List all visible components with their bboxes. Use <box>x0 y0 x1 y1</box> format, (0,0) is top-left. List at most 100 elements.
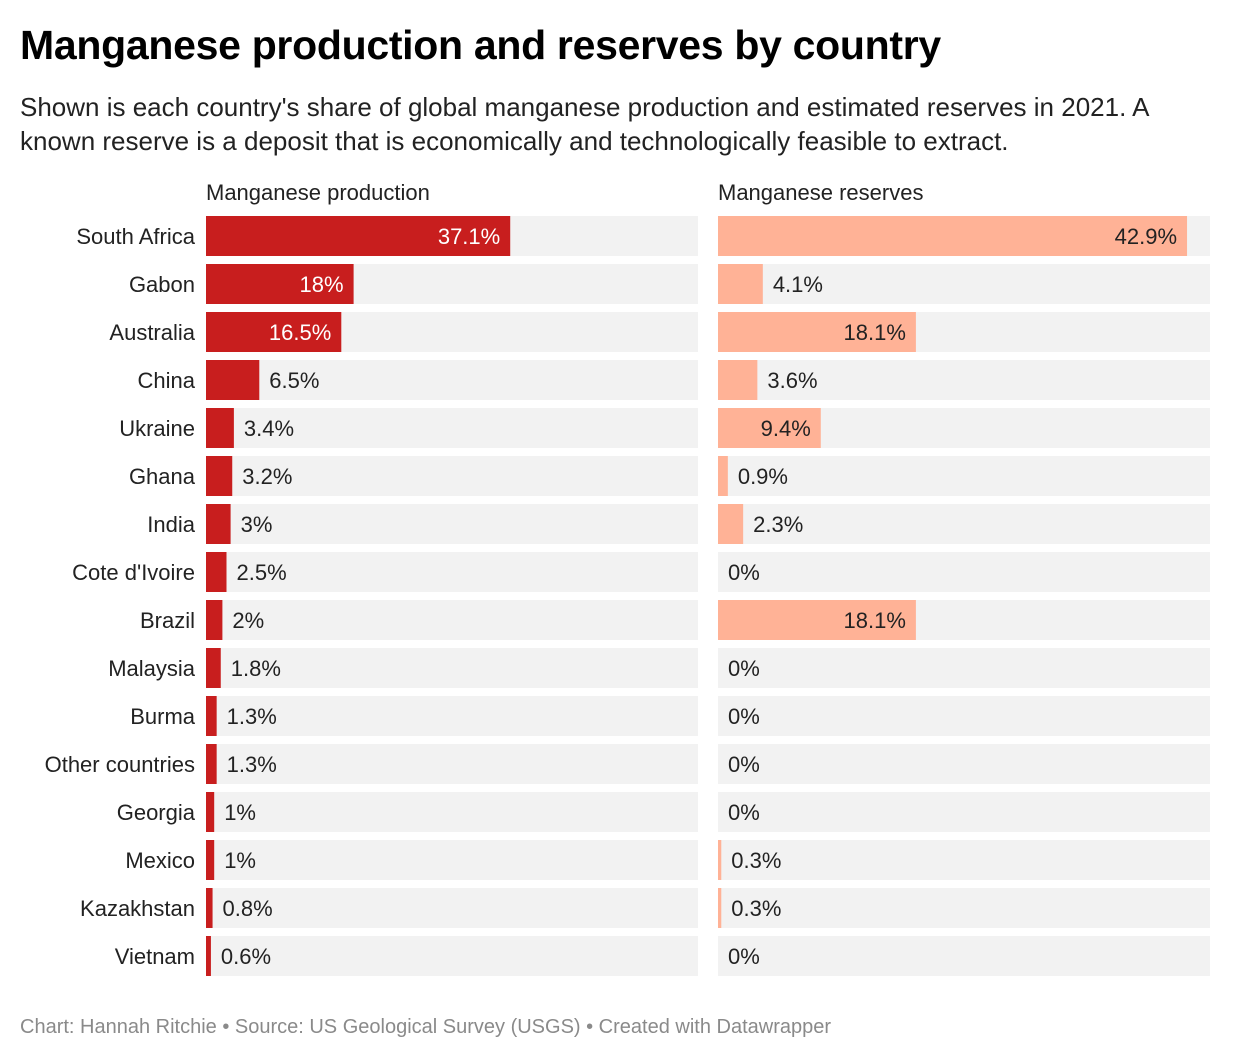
bar-track <box>718 552 1210 592</box>
bar <box>206 936 211 976</box>
data-label: 1% <box>224 848 256 873</box>
bar-track <box>718 456 1210 496</box>
category-label: Malaysia <box>108 656 196 681</box>
bar-track <box>206 792 698 832</box>
bar <box>206 360 260 400</box>
data-label: 1.8% <box>231 656 281 681</box>
category-label: Australia <box>109 320 195 345</box>
data-label: 0.8% <box>223 896 273 921</box>
data-label: 3.4% <box>244 416 294 441</box>
category-label: Burma <box>130 704 196 729</box>
category-label: Ghana <box>129 464 196 489</box>
panel-title: Manganese reserves <box>718 180 923 205</box>
category-label: Gabon <box>129 272 195 297</box>
data-label: 16.5% <box>269 320 331 345</box>
data-label: 9.4% <box>761 416 811 441</box>
data-label: 1.3% <box>227 704 277 729</box>
bar <box>206 696 217 736</box>
chart-subtitle: Shown is each country's share of global … <box>20 92 1148 156</box>
data-label: 3.6% <box>767 368 817 393</box>
category-label: China <box>138 368 196 393</box>
bar <box>718 312 916 352</box>
data-label: 0.9% <box>738 464 788 489</box>
data-label: 0.3% <box>731 848 781 873</box>
bar <box>206 744 217 784</box>
data-label: 0% <box>728 752 760 777</box>
bar-track <box>206 696 698 736</box>
category-label: Other countries <box>45 752 195 777</box>
data-label: 0.6% <box>221 944 271 969</box>
bar-chart: South Africa Gabon Australia China Ukraine Gh… <box>45 180 1210 976</box>
bar-track <box>718 264 1210 304</box>
bar-track <box>206 888 698 928</box>
bar <box>206 504 231 544</box>
bar <box>718 216 1188 256</box>
bar-track <box>206 936 698 976</box>
bar-track <box>206 840 698 880</box>
category-label: Ukraine <box>119 416 195 441</box>
bar-track <box>718 504 1210 544</box>
bar-track <box>718 936 1210 976</box>
bar <box>718 504 744 544</box>
data-label: 3% <box>241 512 273 537</box>
bar-track <box>206 552 698 592</box>
data-label: 37.1% <box>438 224 500 249</box>
bar <box>718 408 821 448</box>
data-label: 6.5% <box>269 368 319 393</box>
bar <box>206 792 215 832</box>
bar-track <box>206 744 698 784</box>
chart-title: Manganese production and reserves by cou… <box>20 22 941 68</box>
category-label: South Africa <box>76 224 195 249</box>
category-label: Vietnam <box>115 944 195 969</box>
bar <box>206 600 223 640</box>
panel-title: Manganese production <box>206 180 430 205</box>
data-label: 18% <box>300 272 344 297</box>
data-label: 4.1% <box>773 272 823 297</box>
bar-track <box>206 408 698 448</box>
category-label: Georgia <box>117 800 196 825</box>
data-label: 2.3% <box>753 512 803 537</box>
chart-footer: Chart: Hannah Ritchie • Source: US Geolo… <box>20 1016 832 1038</box>
data-label: 42.9% <box>1115 224 1177 249</box>
bar-track <box>718 744 1210 784</box>
bar <box>206 648 221 688</box>
bar-track <box>718 792 1210 832</box>
bar-track <box>718 888 1210 928</box>
bar-track <box>718 360 1210 400</box>
bar <box>206 888 213 928</box>
data-label: 1% <box>224 800 256 825</box>
bar <box>718 456 728 496</box>
bar <box>206 216 511 256</box>
category-label: Brazil <box>140 608 195 633</box>
category-label: Kazakhstan <box>80 896 195 921</box>
bar <box>718 840 722 880</box>
bar-track <box>718 648 1210 688</box>
bar <box>718 264 763 304</box>
data-label: 0% <box>728 560 760 585</box>
data-label: 0% <box>728 704 760 729</box>
bar-track <box>206 360 698 400</box>
bar <box>206 552 227 592</box>
bar-track <box>206 456 698 496</box>
data-label: 3.2% <box>242 464 292 489</box>
bar <box>718 888 722 928</box>
data-label: 0% <box>728 944 760 969</box>
bar-track <box>718 696 1210 736</box>
bar-track <box>206 600 698 640</box>
data-label: 18.1% <box>844 320 906 345</box>
bar <box>206 312 342 352</box>
bar <box>206 408 234 448</box>
data-label: 0% <box>728 800 760 825</box>
bar <box>206 840 215 880</box>
category-label: India <box>147 512 195 537</box>
bar <box>206 264 354 304</box>
bar-track <box>206 504 698 544</box>
bar <box>206 456 233 496</box>
bar-track <box>206 648 698 688</box>
category-label: Cote d'Ivoire <box>72 560 195 585</box>
data-label: 0.3% <box>731 896 781 921</box>
bar <box>718 360 758 400</box>
data-label: 1.3% <box>227 752 277 777</box>
data-label: 0% <box>728 656 760 681</box>
data-label: 2.5% <box>237 560 287 585</box>
